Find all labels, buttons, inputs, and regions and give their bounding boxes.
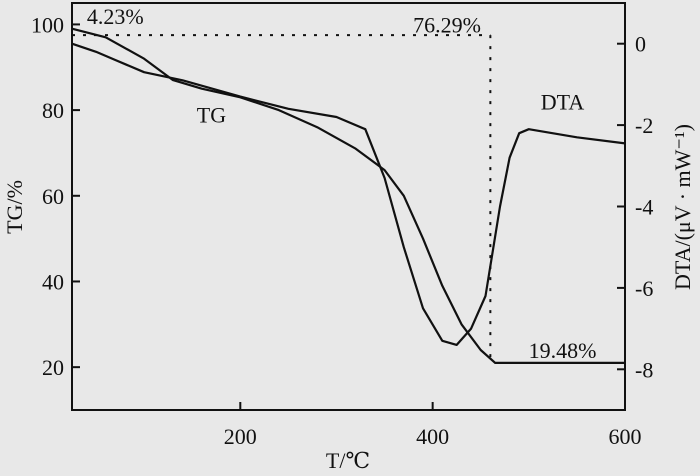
y-left-tick-label: 80 xyxy=(42,98,64,123)
x-tick-label: 400 xyxy=(416,424,449,449)
annotation-label: 76.29% xyxy=(413,12,481,37)
y-axis-left-label: TG/% xyxy=(2,180,27,234)
x-axis-label: T/℃ xyxy=(326,448,370,473)
x-tick-label: 200 xyxy=(224,424,257,449)
x-tick-label: 600 xyxy=(609,424,642,449)
y-axis-right-label: DTA/(μV · mW⁻¹) xyxy=(670,124,695,290)
y-left-tick-label: 40 xyxy=(42,269,64,294)
axis-ticks: 200 400 600 20 40 60 80 100 0 -2 -4 -6 -8 xyxy=(31,12,653,449)
annotation-label: 4.23% xyxy=(87,4,144,29)
y-left-tick-label: 100 xyxy=(31,12,64,37)
y-left-tick-label: 20 xyxy=(42,355,64,380)
annotation-label: 19.48% xyxy=(529,338,597,363)
y-right-tick-label: -8 xyxy=(635,357,653,382)
series-lines xyxy=(71,27,626,364)
series-line-tg xyxy=(71,27,625,364)
annotations: 4.23% 76.29% 19.48% TG DTA xyxy=(87,4,597,363)
y-right-tick-label: 0 xyxy=(635,32,646,57)
step-markers xyxy=(72,34,492,363)
y-left-tick-label: 60 xyxy=(42,184,64,209)
annotation-label: TG xyxy=(197,102,226,127)
series-line-dta xyxy=(71,42,626,346)
y-right-tick-label: -2 xyxy=(635,113,653,138)
y-right-tick-label: -6 xyxy=(635,276,653,301)
y-right-tick-label: -4 xyxy=(635,195,653,220)
annotation-label: DTA xyxy=(541,90,585,115)
